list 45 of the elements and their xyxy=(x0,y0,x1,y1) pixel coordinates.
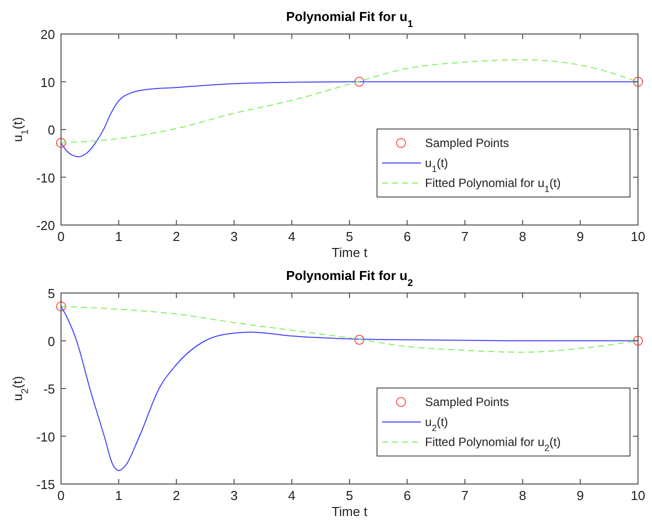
x-tick-label: 1 xyxy=(115,229,122,244)
chart-title: Polynomial Fit for u$_{1}$ xyxy=(286,9,414,30)
legend-label: Fitted Polynomial for u$_{1}$(t) xyxy=(425,176,561,194)
x-tick-label: 2 xyxy=(172,229,180,244)
x-tick-label: 5 xyxy=(346,488,354,503)
x-axis-title: Time t xyxy=(332,245,368,260)
x-tick-label: 10 xyxy=(630,229,646,244)
y-tick-label: -10 xyxy=(36,429,55,444)
y-tick-label: 5 xyxy=(48,286,55,301)
x-tick-label: 9 xyxy=(576,229,584,244)
x-tick-label: 7 xyxy=(461,488,469,503)
x-tick-label: 1 xyxy=(115,488,122,503)
x-tick-label: 7 xyxy=(461,229,469,244)
legend-label: Sampled Points xyxy=(425,136,510,150)
y-tick-label: -5 xyxy=(43,382,55,396)
y-tick-label: 0 xyxy=(48,334,55,349)
y-tick-label: -15 xyxy=(36,477,55,492)
chart-title: Polynomial Fit for u$_{2}$ xyxy=(286,268,414,288)
y-tick-label: -20 xyxy=(36,218,55,233)
y-tick-label: 10 xyxy=(40,74,55,90)
legend-label: u$_{1}$(t) xyxy=(425,156,448,174)
x-axis-title: Time t xyxy=(332,504,368,519)
legend-label: Sampled Points xyxy=(425,395,510,409)
point xyxy=(56,301,66,312)
x-tick-label: 8 xyxy=(518,229,526,244)
y-tick-label: 0 xyxy=(48,122,55,138)
x-tick-label: 3 xyxy=(230,229,238,244)
legend-label: u$_{2}$(t) xyxy=(425,415,448,433)
point xyxy=(354,334,364,345)
point xyxy=(633,336,643,346)
x-tick-label: 6 xyxy=(404,229,411,244)
x-tick-label: 9 xyxy=(576,488,584,503)
x-tick-label: 8 xyxy=(518,488,526,503)
y-tick-label: 20 xyxy=(40,27,55,42)
x-tick-label: 10 xyxy=(630,488,646,503)
x-tick-label: 2 xyxy=(172,488,180,503)
x-tick-label: 3 xyxy=(230,488,238,503)
x-tick-label: 4 xyxy=(288,488,296,503)
legend-label: Fitted Polynomial for u$_{2}$(t) xyxy=(425,435,561,453)
x-tick-label: 4 xyxy=(288,229,296,244)
x-tick-label: 5 xyxy=(346,229,354,244)
x-tick-label: 0 xyxy=(57,488,65,503)
y-tick-label: -10 xyxy=(36,170,55,186)
x-tick-label: 0 xyxy=(57,229,65,244)
x-tick-label: 6 xyxy=(404,488,411,503)
